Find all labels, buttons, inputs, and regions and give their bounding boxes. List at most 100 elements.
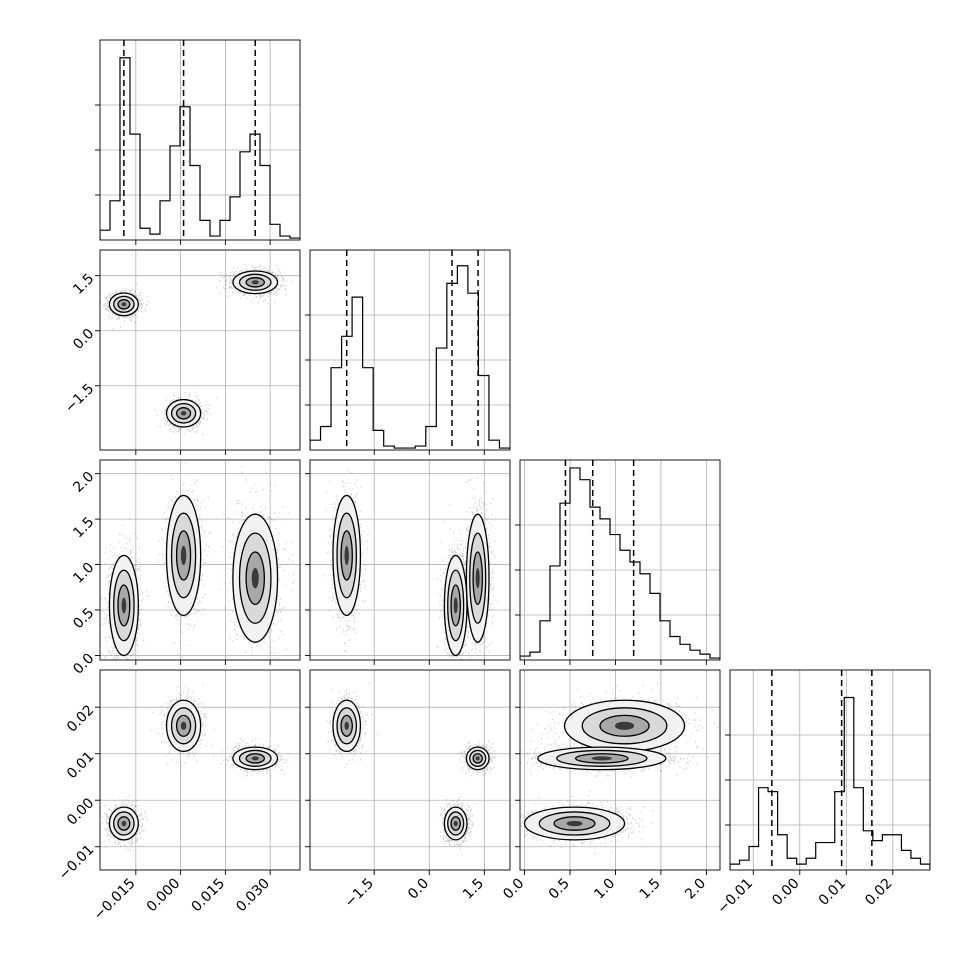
panel-plot-area: [100, 670, 300, 870]
panel-plot-area: [100, 40, 300, 240]
panel-plot-area: [310, 670, 510, 870]
panel-3-3: −0.01 0.00 0.01 0.02: [714, 669, 931, 918]
density-peak: [251, 756, 259, 761]
panel-1-0: −1.5 0.0 1.5: [62, 249, 301, 455]
histogram-step: [520, 467, 720, 660]
panel-frame: [99, 249, 301, 451]
y-tick-label: 0.5: [70, 605, 97, 632]
panel-plot-area: [100, 250, 300, 450]
density-cluster-1: [563, 699, 686, 753]
density-peak: [615, 721, 635, 730]
panel-plot-area: [520, 460, 720, 660]
y-tick-label: −0.01: [56, 842, 98, 884]
x-tick-label: 0.030: [233, 876, 273, 916]
density-cluster-2: [465, 513, 490, 643]
density-peak: [475, 756, 480, 761]
x-tick-label: 0.01: [816, 876, 849, 909]
density-cluster-2: [537, 746, 667, 771]
y-tick-label: 1.0: [70, 560, 97, 587]
y-tick-label: 0.0: [70, 326, 97, 353]
density-peak: [180, 411, 187, 416]
y-tick-label: 0.00: [64, 795, 97, 828]
density-peak: [475, 568, 480, 589]
density-cluster-1: [165, 398, 202, 428]
density-cluster-0: [443, 554, 468, 657]
density-cluster-1: [332, 494, 362, 617]
density-cluster-0: [523, 806, 626, 841]
density-peak: [453, 597, 458, 614]
panel-0-0: [95, 39, 301, 245]
x-tick-label: 0.000: [144, 876, 184, 916]
x-tick-label: 0.5: [546, 876, 573, 903]
density-cluster-0: [108, 292, 139, 317]
density-cluster-2: [465, 746, 490, 771]
y-tick-label: 0.0: [70, 651, 97, 678]
panel-2-1: [305, 459, 511, 665]
panel-frame: [309, 459, 511, 661]
density-cluster-1: [165, 494, 202, 617]
density-peak: [566, 820, 583, 827]
panel-plot-area: [310, 460, 510, 660]
x-tick-label: 0.0: [500, 876, 527, 903]
density-cluster-1: [332, 699, 362, 753]
panel-plot-area: [310, 250, 510, 450]
panel-frame: [309, 669, 511, 871]
density-peak: [180, 545, 187, 565]
density-cluster-0: [108, 806, 139, 841]
density-peak: [591, 756, 612, 761]
density-peak: [121, 820, 127, 827]
y-tick-label: 1.5: [70, 514, 97, 541]
panel-frame: [99, 669, 301, 871]
y-tick-label: 0.01: [64, 749, 97, 782]
y-tick-label: 1.5: [70, 271, 97, 298]
panel-3-1: −1.5 0.0 1.5: [305, 669, 511, 911]
panel-frame: [729, 669, 931, 871]
density-cluster-0: [108, 554, 139, 657]
density-peak: [180, 721, 187, 730]
x-tick-label: 0.00: [769, 876, 802, 909]
x-tick-label: 0.015: [189, 876, 229, 916]
x-tick-label: −0.015: [91, 876, 139, 924]
panel-frame: [519, 669, 721, 871]
x-tick-label: 2.0: [682, 876, 709, 903]
density-peak: [344, 721, 349, 730]
panel-frame: [519, 459, 721, 661]
density-cluster-2: [232, 270, 279, 295]
panel-frame: [99, 39, 301, 241]
panel-3-0: −0.015 0.000 0.015 0.030 −0.01 0.00 0.01 0.02: [56, 669, 301, 924]
density-peak: [453, 820, 458, 827]
histogram-step: [310, 265, 510, 450]
x-tick-label: 1.5: [637, 876, 664, 903]
panel-frame: [309, 249, 511, 451]
panel-3-2: 0.0 0.5 1.0 1.5 2.0: [500, 669, 721, 903]
panels-layer: −1.50.01.50.00.51.01.52.0−0.015 0.000 0.01…: [56, 39, 931, 924]
density-peak: [251, 280, 259, 285]
y-tick-label: −1.5: [62, 381, 97, 416]
x-tick-label: −0.01: [714, 876, 756, 918]
density-cluster-2: [232, 513, 279, 643]
y-tick-label: 2.0: [70, 469, 97, 496]
density-cluster-1: [165, 699, 202, 753]
density-peak: [251, 568, 259, 589]
panel-frame: [99, 459, 301, 661]
panel-1-1: [305, 249, 511, 455]
panel-plot-area: [520, 670, 720, 870]
x-tick-label: 0.02: [862, 876, 895, 909]
histogram-step: [100, 57, 300, 240]
x-tick-label: 0.0: [405, 876, 432, 903]
density-peak: [121, 597, 127, 614]
density-cluster-0: [443, 806, 468, 841]
density-peak: [344, 545, 349, 565]
density-cluster-2: [232, 746, 279, 771]
y-tick-label: 0.02: [64, 702, 97, 735]
panel-2-0: 0.0 0.5 1.0 1.5 2.0: [70, 459, 301, 678]
panel-2-2: [515, 459, 721, 665]
x-tick-label: 1.5: [460, 876, 487, 903]
x-tick-label: 1.0: [591, 876, 618, 903]
panel-plot-area: [730, 670, 930, 870]
panel-plot-area: [100, 460, 300, 660]
x-tick-label: −1.5: [342, 876, 377, 911]
density-peak: [121, 302, 127, 307]
histogram-step: [730, 696, 930, 870]
